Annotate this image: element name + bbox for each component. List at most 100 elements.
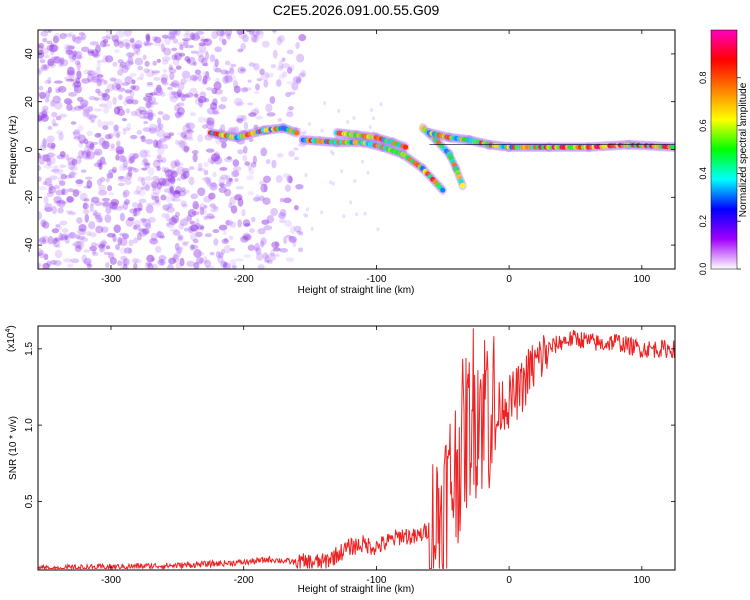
noise-cell <box>296 53 305 63</box>
noise-cell <box>161 157 167 164</box>
noise-cell <box>213 206 219 210</box>
noise-cell <box>209 251 215 256</box>
noise-cell <box>353 179 357 184</box>
noise-cell <box>181 37 191 42</box>
noise-cell <box>75 155 82 165</box>
noise-cell <box>86 179 93 189</box>
noise-cell <box>272 30 277 35</box>
noise-cell <box>87 50 95 54</box>
noise-cell <box>80 237 89 243</box>
noise-cell <box>284 184 292 192</box>
noise-cell <box>224 30 233 37</box>
noise-cell <box>96 160 103 168</box>
noise-cell <box>40 113 49 122</box>
noise-cell <box>263 225 273 231</box>
noise-cell <box>67 161 76 170</box>
noise-cell <box>57 176 63 184</box>
noise-cell <box>167 263 174 269</box>
colorbar: 0.0 0.2 0.4 0.6 0.8 Normalized spectral ampl… <box>698 29 749 275</box>
noise-cell <box>40 63 50 71</box>
noise-cell <box>44 177 52 187</box>
noise-cell <box>248 62 256 67</box>
noise-cell <box>60 57 65 65</box>
noise-cell <box>51 44 60 52</box>
noise-cell <box>158 40 164 47</box>
noise-cell <box>161 59 169 65</box>
noise-cell <box>148 127 157 134</box>
noise-cell <box>188 56 196 66</box>
noise-cell <box>147 262 153 267</box>
noise-cell <box>235 101 245 106</box>
noise-cell <box>340 169 344 174</box>
noise-cell <box>95 88 101 94</box>
noise-cell <box>137 228 146 232</box>
noise-cell <box>68 173 74 179</box>
noise-cell <box>251 216 256 223</box>
colorbar-tick-label: 0.2 <box>698 215 708 228</box>
noise-cell <box>38 262 41 269</box>
noise-cell <box>148 216 156 223</box>
noise-cell <box>147 167 155 176</box>
noise-cell <box>170 81 179 87</box>
noise-cell <box>133 46 141 53</box>
noise-cell <box>189 74 199 81</box>
noise-cell <box>46 260 52 267</box>
noise-cell <box>81 78 91 84</box>
noise-cell <box>39 91 46 99</box>
noise-cell <box>190 244 199 250</box>
noise-cell <box>342 214 346 219</box>
noise-cell <box>213 205 219 213</box>
spectrogram-ytick-label: 0 <box>24 146 35 152</box>
noise-cell <box>156 165 161 172</box>
noise-cell <box>91 141 99 145</box>
noise-cell <box>234 193 243 201</box>
noise-cell <box>349 200 353 205</box>
noise-cell <box>203 195 212 203</box>
noise-cell <box>77 228 87 236</box>
noise-cell <box>236 117 244 124</box>
noise-cell <box>153 199 161 204</box>
noise-cell <box>205 265 215 269</box>
noise-cell <box>255 83 260 91</box>
noise-cell <box>51 111 58 118</box>
noise-cell <box>201 78 208 85</box>
noise-cell <box>118 94 123 101</box>
noise-cell <box>192 61 198 66</box>
noise-cell <box>183 33 191 38</box>
noise-cell <box>101 239 107 248</box>
noise-cell <box>122 128 127 136</box>
noise-cell <box>262 175 271 183</box>
noise-cell <box>161 178 171 187</box>
noise-cell <box>83 249 90 253</box>
noise-cell <box>154 202 162 207</box>
noise-cell <box>38 118 42 123</box>
noise-cell <box>188 176 195 186</box>
noise-cell <box>43 195 49 205</box>
noise-cell <box>225 174 231 181</box>
noise-cell <box>247 191 254 196</box>
noise-cell <box>94 201 103 206</box>
noise-cell <box>269 96 276 104</box>
noise-cell <box>157 258 166 266</box>
noise-cell <box>191 34 201 40</box>
noise-cell <box>197 187 206 197</box>
noise-cell <box>112 39 120 43</box>
noise-cell <box>155 140 163 149</box>
noise-cell <box>76 55 83 60</box>
noise-cell <box>181 145 191 152</box>
noise-cell <box>149 92 158 96</box>
noise-cell <box>121 65 129 73</box>
noise-cell <box>141 167 148 171</box>
noise-cell <box>205 70 210 79</box>
noise-cell <box>76 216 83 224</box>
noise-cell <box>127 166 133 172</box>
noise-cell <box>93 148 103 156</box>
noise-cell <box>195 217 200 226</box>
noise-cell <box>144 153 151 158</box>
noise-cell <box>252 34 260 43</box>
noise-cell <box>192 75 198 82</box>
noise-cell <box>97 74 104 78</box>
noise-cell <box>206 76 211 81</box>
noise-cell <box>233 85 241 94</box>
noise-cell <box>84 154 90 159</box>
